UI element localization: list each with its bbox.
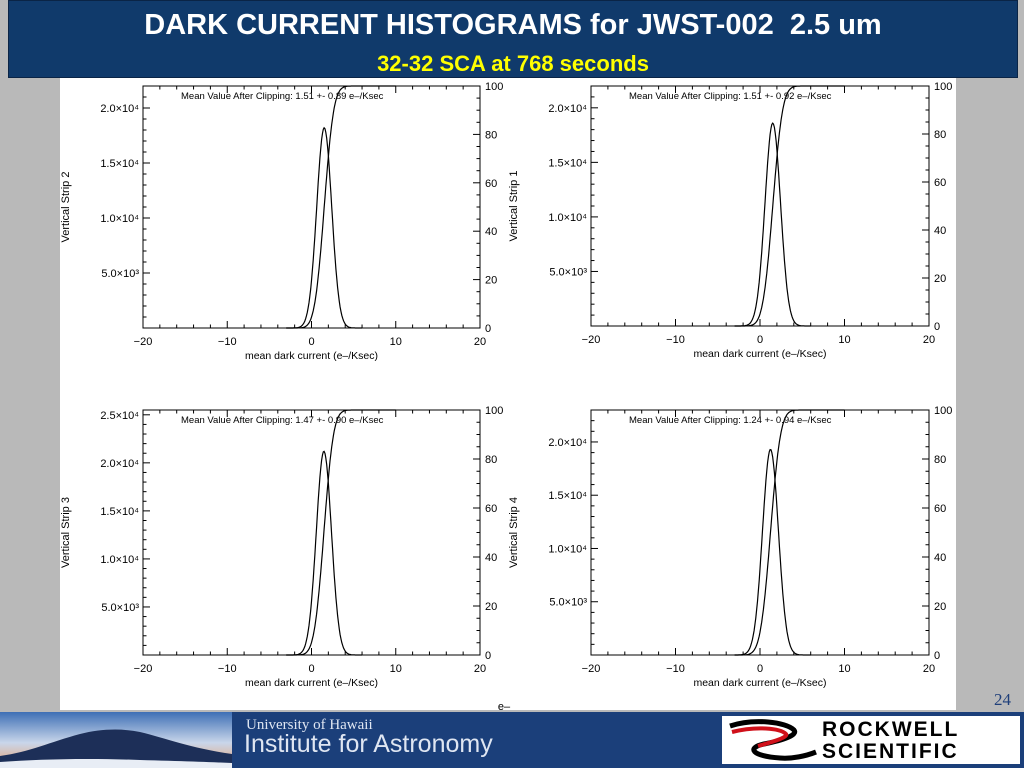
y2-tick-label: 100: [485, 405, 503, 417]
x-tick-label: −10: [666, 334, 685, 346]
x-tick-label: 20: [474, 663, 486, 675]
plot-frame: [590, 409, 930, 656]
y-tick-label: 1.5×10⁴: [100, 158, 139, 170]
y-axis-label: Vertical Strip 3: [60, 497, 72, 568]
x-axis-label: mean dark current (e–/Ksec): [693, 348, 826, 360]
y2-tick-label: 20: [485, 601, 497, 613]
scientific-word: SCIENTIFIC: [822, 740, 959, 763]
x-tick-label: 0: [308, 663, 314, 675]
x-tick-label: −10: [218, 663, 237, 675]
cumulative-curve: [734, 409, 845, 656]
y2-tick-label: 80: [934, 454, 946, 466]
y2-tick-label: 40: [934, 225, 946, 237]
university-name: University of Hawaii: [246, 717, 373, 733]
y2-tick-label: 20: [485, 275, 497, 287]
y-tick-label: 1.0×10⁴: [100, 213, 139, 225]
cumulative-curve: [286, 85, 396, 329]
y-tick-label: 2.0×10⁴: [100, 103, 139, 115]
cumulative-curve: [286, 409, 396, 656]
plot-frame: [142, 85, 481, 329]
y2-tick-label: 0: [485, 323, 491, 335]
plot-frame: [142, 409, 481, 656]
x-tick-label: 0: [757, 334, 763, 346]
x-axis-label: mean dark current (e–/Ksec): [245, 677, 378, 689]
x-axis-label: mean dark current (e–/Ksec): [245, 350, 378, 362]
stray-axis-label: e–: [498, 701, 511, 712]
y-tick-label: 2.0×10⁴: [548, 437, 587, 449]
histogram-curve: [734, 122, 811, 327]
x-tick-label: 10: [390, 663, 402, 675]
x-tick-label: 10: [390, 336, 402, 348]
y2-tick-label: 80: [485, 129, 497, 141]
x-tick-label: −20: [582, 663, 601, 675]
y-tick-label: 5.0×10³: [101, 602, 139, 614]
plot-frame: [590, 85, 930, 327]
y-axis-label: Vertical Strip 1: [508, 171, 520, 242]
y2-tick-label: 60: [485, 178, 497, 190]
x-tick-label: 20: [923, 334, 935, 346]
histogram-curve: [286, 450, 362, 656]
clipping-annotation: Mean Value After Clipping: 1.47 +- 0.90 …: [181, 415, 384, 426]
y-tick-label: 2.0×10⁴: [548, 103, 587, 115]
y-axis-label: Vertical Strip 2: [60, 172, 72, 243]
y2-tick-label: 20: [934, 601, 946, 613]
y2-tick-label: 40: [485, 226, 497, 238]
y-tick-label: 2.0×10⁴: [100, 458, 139, 470]
x-axis-label: mean dark current (e–/Ksec): [693, 677, 826, 689]
y-tick-label: 1.5×10⁴: [100, 506, 139, 518]
y-tick-label: 1.0×10⁴: [548, 212, 587, 224]
histogram-curve: [734, 448, 811, 656]
y-tick-label: 5.0×10³: [549, 597, 587, 609]
slide-subtitle: 32-32 SCA at 768 seconds: [377, 51, 649, 76]
y2-tick-label: 80: [485, 454, 497, 466]
y2-tick-label: 40: [485, 552, 497, 564]
mauna-kea-logo: [0, 712, 232, 768]
page-number: 24: [994, 690, 1011, 709]
y2-tick-label: 60: [934, 177, 946, 189]
y2-tick-label: 40: [934, 552, 946, 564]
rockwell-logo: ROCKWELL SCIENTIFIC: [722, 716, 1020, 764]
slide-title: DARK CURRENT HISTOGRAMS for JWST-002 2.5…: [144, 9, 882, 41]
y-tick-label: 2.5×10⁴: [100, 410, 139, 422]
x-tick-label: −10: [218, 336, 237, 348]
cumulative-curve: [734, 85, 845, 327]
y2-tick-label: 100: [934, 81, 952, 93]
x-tick-label: 0: [757, 663, 763, 675]
y-tick-label: 5.0×10³: [549, 266, 587, 278]
y2-tick-label: 60: [485, 503, 497, 515]
institute-name: Institute for Astronomy: [244, 730, 493, 758]
y2-tick-label: 100: [934, 405, 952, 417]
y-tick-label: 1.5×10⁴: [548, 157, 587, 169]
x-tick-label: −10: [666, 663, 685, 675]
y2-tick-label: 0: [934, 321, 940, 333]
y2-tick-label: 0: [485, 650, 491, 662]
y-tick-label: 1.0×10⁴: [100, 554, 139, 566]
x-tick-label: 10: [838, 663, 850, 675]
rockwell-word: ROCKWELL: [822, 718, 960, 741]
y-axis-label: Vertical Strip 4: [508, 497, 520, 568]
y2-tick-label: 100: [485, 81, 503, 93]
x-tick-label: 20: [923, 663, 935, 675]
y2-tick-label: 80: [934, 129, 946, 141]
y-tick-label: 5.0×10³: [101, 268, 139, 280]
y-tick-label: 1.5×10⁴: [548, 490, 587, 502]
x-tick-label: 20: [474, 336, 486, 348]
x-tick-label: −20: [134, 336, 153, 348]
y-tick-label: 1.0×10⁴: [548, 543, 587, 555]
x-tick-label: 0: [308, 336, 314, 348]
title-bar: DARK CURRENT HISTOGRAMS for JWST-002 2.5…: [8, 0, 1018, 78]
clipping-annotation: Mean Value After Clipping: 1.51 +- 0.92 …: [629, 91, 832, 102]
histogram-plots: −20 −10 0 10 20 5.0×10³ 1.0×10⁴ 1.5×10⁴ 2.0×10⁴ 0…: [60, 81, 952, 712]
clipping-annotation: Mean Value After Clipping: 1.51 +- 0.89 …: [181, 91, 384, 102]
x-tick-label: 10: [838, 334, 850, 346]
swoosh-icon: [729, 719, 817, 761]
y2-tick-label: 0: [934, 650, 940, 662]
x-tick-label: −20: [582, 334, 601, 346]
plot-panel: [60, 78, 956, 710]
histogram-curve: [286, 126, 362, 329]
x-tick-label: −20: [134, 663, 153, 675]
clipping-annotation: Mean Value After Clipping: 1.24 +- 0.94 …: [629, 415, 832, 426]
y2-tick-label: 60: [934, 503, 946, 515]
y2-tick-label: 20: [934, 273, 946, 285]
